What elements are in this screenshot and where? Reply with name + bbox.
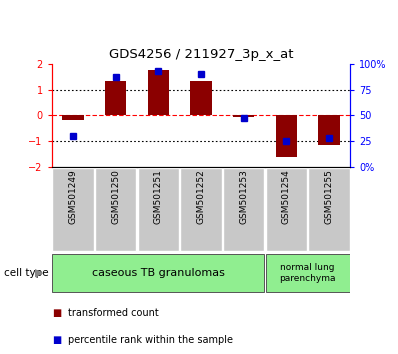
Text: GSM501254: GSM501254 (282, 170, 291, 224)
FancyBboxPatch shape (53, 168, 94, 251)
Bar (62, 115, 84, 120)
Text: GSM501251: GSM501251 (154, 170, 163, 224)
Bar (275, 115, 297, 157)
FancyBboxPatch shape (308, 168, 350, 251)
Bar (318, 115, 339, 145)
FancyBboxPatch shape (180, 168, 222, 251)
FancyBboxPatch shape (265, 254, 350, 292)
Bar (233, 115, 254, 117)
FancyBboxPatch shape (53, 254, 264, 292)
Text: GSM501250: GSM501250 (111, 170, 120, 224)
Text: GSM501249: GSM501249 (68, 170, 78, 224)
Text: ■: ■ (52, 308, 61, 318)
Text: ■: ■ (52, 335, 61, 345)
FancyBboxPatch shape (95, 168, 137, 251)
Text: normal lung
parenchyma: normal lung parenchyma (279, 263, 336, 283)
FancyBboxPatch shape (265, 168, 307, 251)
FancyBboxPatch shape (138, 168, 179, 251)
Title: GDS4256 / 211927_3p_x_at: GDS4256 / 211927_3p_x_at (109, 48, 293, 61)
Bar (105, 80, 127, 115)
Text: transformed count: transformed count (68, 308, 158, 318)
Text: GSM501253: GSM501253 (239, 170, 248, 224)
Bar (148, 70, 169, 115)
Bar (190, 80, 212, 115)
Text: caseous TB granulomas: caseous TB granulomas (92, 268, 225, 278)
Text: percentile rank within the sample: percentile rank within the sample (68, 335, 233, 345)
Text: ▶: ▶ (35, 268, 43, 278)
Text: GSM501255: GSM501255 (324, 170, 334, 224)
Text: GSM501252: GSM501252 (197, 170, 205, 224)
Text: cell type: cell type (4, 268, 49, 278)
FancyBboxPatch shape (223, 168, 264, 251)
